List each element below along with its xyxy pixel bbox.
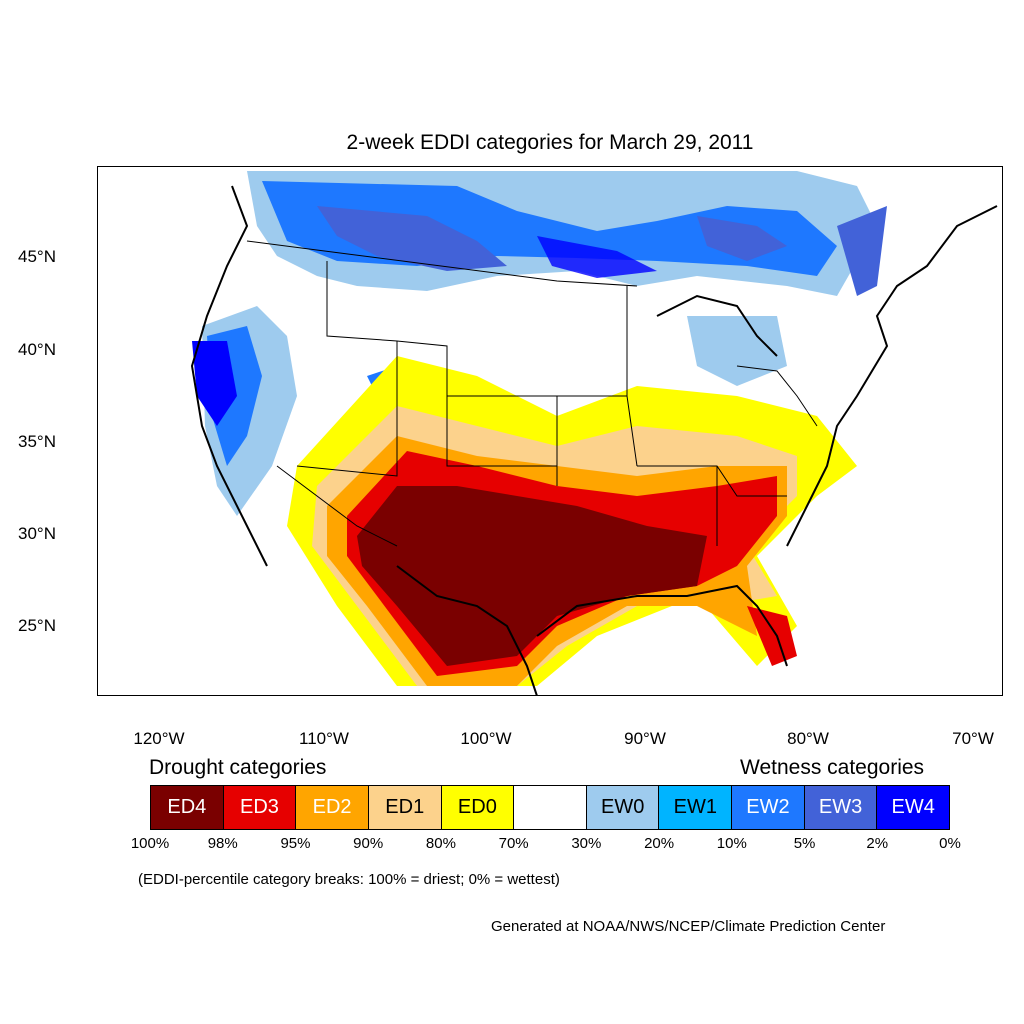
lat-label-25: 25°N bbox=[18, 616, 56, 635]
map-title: 2-week EDDI categories for March 29, 201… bbox=[346, 131, 754, 154]
lon-label-120: 120°W bbox=[133, 729, 185, 748]
legend-cell-ew4: EW4 bbox=[877, 786, 950, 829]
lat-label-40: 40°N bbox=[18, 340, 56, 359]
percent-break-label: 5% bbox=[793, 835, 816, 852]
legend-cell-ew0: EW0 bbox=[586, 786, 660, 829]
legend-cell-ew2: EW2 bbox=[732, 786, 805, 829]
percent-break-label: 98% bbox=[207, 835, 238, 852]
lat-label-30: 30°N bbox=[18, 524, 56, 543]
lon-label-80: 80°W bbox=[787, 729, 829, 748]
legend-cell-ed2: ED2 bbox=[296, 786, 369, 829]
legend-cell-ed3: ED3 bbox=[223, 786, 297, 829]
lat-label-35: 35°N bbox=[18, 432, 56, 451]
legend-cell-ed4: ED4 bbox=[151, 786, 224, 829]
breaks-note: (EDDI-percentile category breaks: 100% =… bbox=[138, 871, 560, 888]
percent-break-label: 90% bbox=[353, 835, 384, 852]
boundaries bbox=[246, 240, 818, 547]
percent-break-label: 2% bbox=[866, 835, 889, 852]
lon-label-90: 90°W bbox=[624, 729, 666, 748]
percent-break-label: 30% bbox=[571, 835, 602, 852]
legend-cell-ew1: EW1 bbox=[659, 786, 733, 829]
percent-break-label: 100% bbox=[130, 835, 170, 852]
legend-cell-neutral bbox=[514, 786, 587, 829]
percent-break-label: 20% bbox=[644, 835, 675, 852]
lon-label-70: 70°W bbox=[952, 729, 994, 748]
legend-cell-ed0: ED0 bbox=[441, 786, 515, 829]
credit-note: Generated at NOAA/NWS/NCEP/Climate Predi… bbox=[491, 918, 886, 935]
lon-label-110: 110°W bbox=[299, 729, 349, 748]
percent-break-label: 0% bbox=[939, 835, 961, 852]
percent-break-label: 95% bbox=[280, 835, 311, 852]
lat-label-45: 45°N bbox=[18, 247, 56, 266]
coastlines bbox=[190, 185, 998, 696]
drought-regions bbox=[287, 356, 857, 686]
percent-break-label: 80% bbox=[425, 835, 456, 852]
wetness-heading: Wetness categories bbox=[740, 756, 925, 779]
wetness-regions bbox=[192, 171, 887, 516]
eddi-map bbox=[97, 166, 1003, 696]
legend-bar: ED4 ED3 ED2 ED1 ED0 EW0 EW1 EW2 EW3 EW4 bbox=[150, 785, 950, 830]
legend-cell-ew3: EW3 bbox=[804, 786, 878, 829]
lon-label-100: 100°W bbox=[460, 729, 512, 748]
drought-heading: Drought categories bbox=[149, 756, 327, 779]
percent-break-label: 70% bbox=[498, 835, 529, 852]
legend-cell-ed1: ED1 bbox=[368, 786, 442, 829]
percent-break-label: 10% bbox=[716, 835, 747, 852]
